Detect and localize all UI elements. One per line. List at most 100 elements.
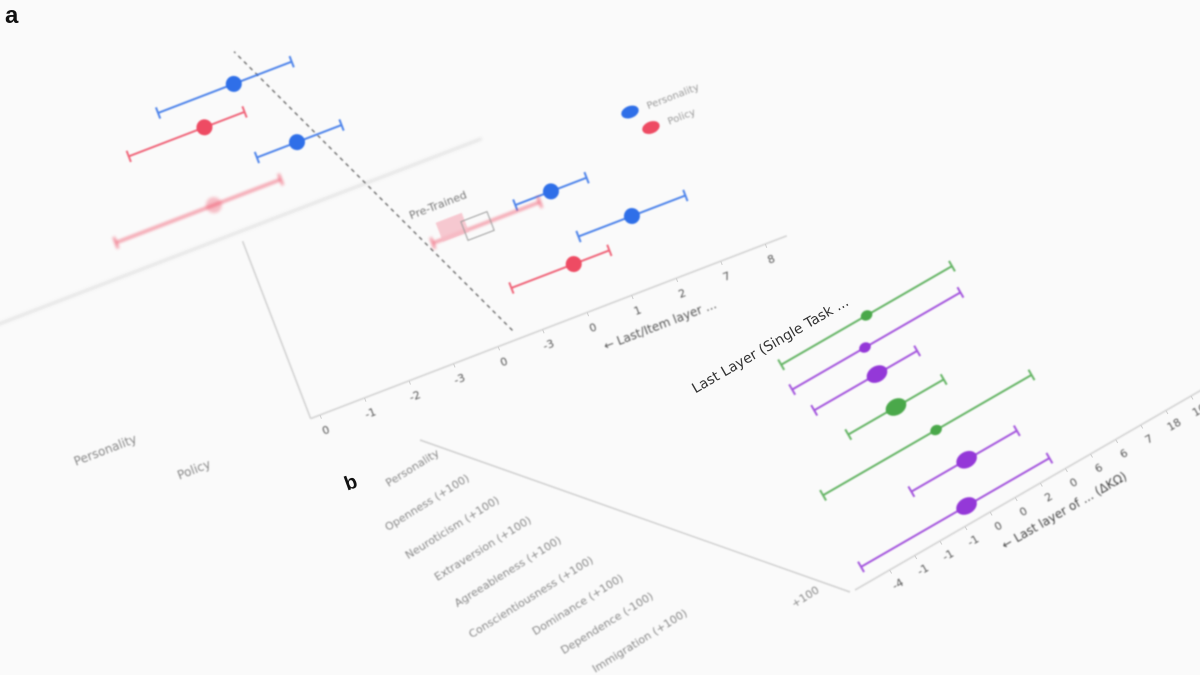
error-bar-cap	[288, 55, 295, 68]
data-point-personality	[542, 183, 559, 200]
x-tick	[889, 569, 893, 574]
x-tick-label: 0	[992, 519, 1005, 534]
error-bar-cap	[575, 230, 582, 243]
x-tick	[1115, 439, 1119, 444]
x-tick	[964, 526, 968, 531]
reference-dashed-line	[233, 51, 513, 331]
x-tick-label: 0	[1017, 504, 1030, 519]
x-tick	[1014, 497, 1018, 502]
x-tick-label: 0	[588, 321, 599, 336]
x-tick-label: -2	[408, 388, 423, 404]
error-bar-cap	[682, 189, 689, 202]
data-point-policy	[196, 119, 213, 136]
error-bar-cap	[508, 282, 515, 294]
category-label: Personality	[383, 446, 442, 489]
x-tick-label: 1	[632, 303, 643, 318]
x-tick	[586, 312, 590, 317]
error-bar-line	[115, 178, 282, 244]
legend-label: Policy	[666, 107, 697, 128]
x-tick-label: -1	[965, 532, 981, 549]
x-tick	[364, 397, 367, 402]
error-bar-cap	[844, 428, 853, 441]
x-tick-label: 18	[1165, 416, 1184, 434]
error-bar-cap	[241, 105, 248, 118]
error-bar-cap	[948, 260, 956, 272]
x-tick-label: -1	[363, 405, 378, 421]
y-axis-line	[419, 439, 851, 593]
x-tick	[319, 414, 322, 419]
x-tick	[1090, 453, 1093, 458]
point-box-outline	[460, 210, 495, 241]
error-bar-cap	[857, 561, 865, 573]
error-bar-line	[813, 350, 918, 412]
error-bar-cap	[907, 485, 916, 498]
x-tick	[720, 260, 723, 266]
x-tick	[408, 380, 411, 385]
x-tick	[1039, 482, 1043, 487]
x-axis-label: ← Last/Item layer ...	[602, 297, 718, 353]
data-point-personality	[289, 134, 306, 151]
error-bar-cap	[512, 199, 519, 212]
category-label: Agreeableness (+100)	[452, 534, 564, 610]
error-bar-cap	[1045, 452, 1054, 464]
x-tick	[989, 511, 993, 516]
x-tick	[1165, 410, 1169, 415]
error-bar-cap	[338, 119, 345, 131]
data-point	[866, 365, 888, 383]
x-tick	[497, 346, 501, 351]
x-tick-label: 7	[1143, 432, 1156, 447]
x-tick-label: 8	[766, 252, 777, 267]
x-tick	[542, 329, 545, 334]
x-tick	[1190, 395, 1194, 400]
error-bar	[819, 369, 1036, 501]
error-bar-cap	[125, 150, 132, 163]
data-point-personality	[225, 75, 242, 92]
x-tick	[1140, 424, 1144, 429]
upper-frame-line	[0, 137, 482, 380]
error-bar	[810, 345, 922, 417]
data-point	[956, 450, 977, 469]
x-tick	[631, 295, 634, 300]
error-bar-cap	[819, 489, 827, 501]
x-axis-line	[310, 235, 788, 420]
x-axis-line	[854, 379, 1200, 591]
error-bar-cap	[788, 383, 797, 396]
x-tick	[764, 243, 768, 248]
error-bar-cap	[277, 173, 284, 186]
error-bar	[125, 105, 248, 163]
data-point-policy	[565, 256, 582, 273]
error-bar-cap	[1012, 425, 1021, 437]
error-bar-line	[511, 249, 610, 289]
error-bar-cap	[1027, 369, 1036, 381]
legend-marker	[642, 121, 660, 134]
error-bar-cap	[112, 236, 119, 249]
x-tick	[675, 278, 679, 283]
x-tick-label: 6	[1093, 461, 1106, 476]
error-bar-line	[157, 60, 293, 114]
error-bar-line	[791, 291, 961, 391]
error-bar-cap	[583, 171, 590, 184]
x-tick-label: -3	[452, 371, 467, 387]
x-tick	[939, 540, 943, 545]
legend-marker	[621, 105, 639, 119]
x-tick-label: 2	[1042, 490, 1055, 505]
error-bar-cap	[777, 359, 786, 371]
error-bar-cap	[810, 404, 819, 417]
y-tick-label: Personality	[72, 432, 139, 469]
error-bar	[154, 55, 295, 119]
x-tick-label: 7	[721, 269, 732, 284]
error-bar-cap	[154, 107, 162, 119]
data-point	[930, 424, 942, 436]
error-bar	[508, 244, 613, 294]
data-point-personality	[623, 207, 640, 224]
x-tick-label: 2	[677, 286, 688, 301]
error-bar-cap	[253, 151, 261, 164]
x-tick	[914, 555, 918, 560]
panel-label-a: a	[5, 2, 19, 29]
data-point-policy	[205, 197, 222, 214]
error-bar-line	[822, 374, 1033, 497]
x-tick	[1065, 468, 1068, 473]
